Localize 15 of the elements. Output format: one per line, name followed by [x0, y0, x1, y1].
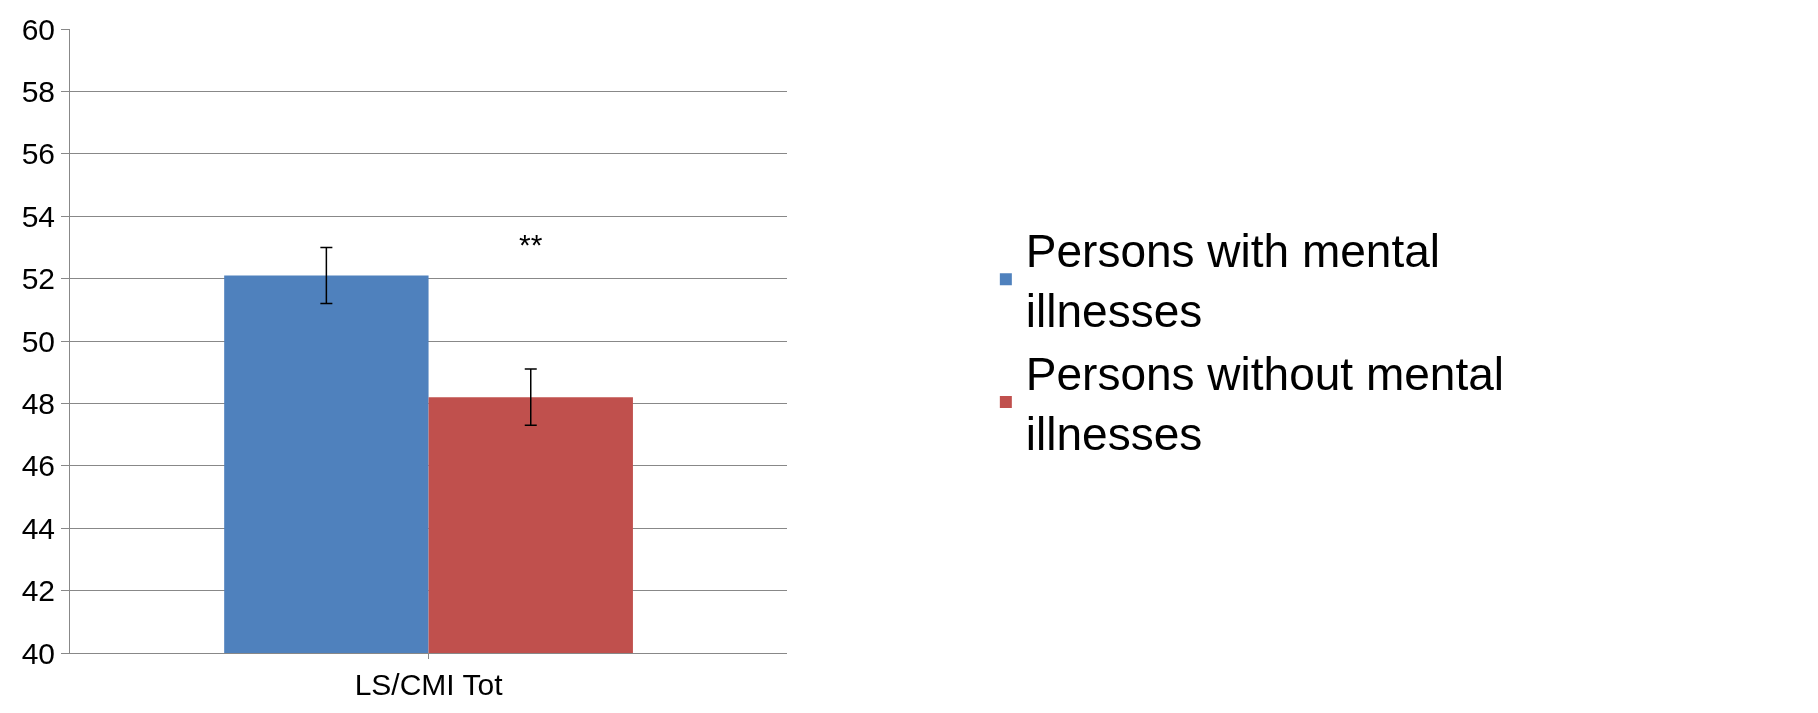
y-tick-label: 52 — [21, 262, 55, 296]
y-tick-label: 46 — [21, 449, 55, 483]
y-tick-label: 56 — [21, 137, 55, 171]
y-tick-label: 50 — [21, 324, 55, 358]
annotation: ** — [519, 228, 543, 261]
y-tick-label: 48 — [21, 386, 55, 420]
y-tick-label: 60 — [21, 12, 55, 46]
y-tick-label: 54 — [21, 199, 55, 233]
y-tick-label: 58 — [21, 74, 55, 108]
y-tick-label: 40 — [21, 636, 55, 670]
y-tick-label: 44 — [21, 511, 55, 545]
x-tick-label: LS/CMI Tot — [354, 668, 504, 701]
legend-label: Persons without mental illnesses — [1025, 347, 1504, 460]
legend-label: Persons with mental illnesses — [1025, 225, 1441, 338]
y-tick-label: 42 — [21, 574, 55, 608]
